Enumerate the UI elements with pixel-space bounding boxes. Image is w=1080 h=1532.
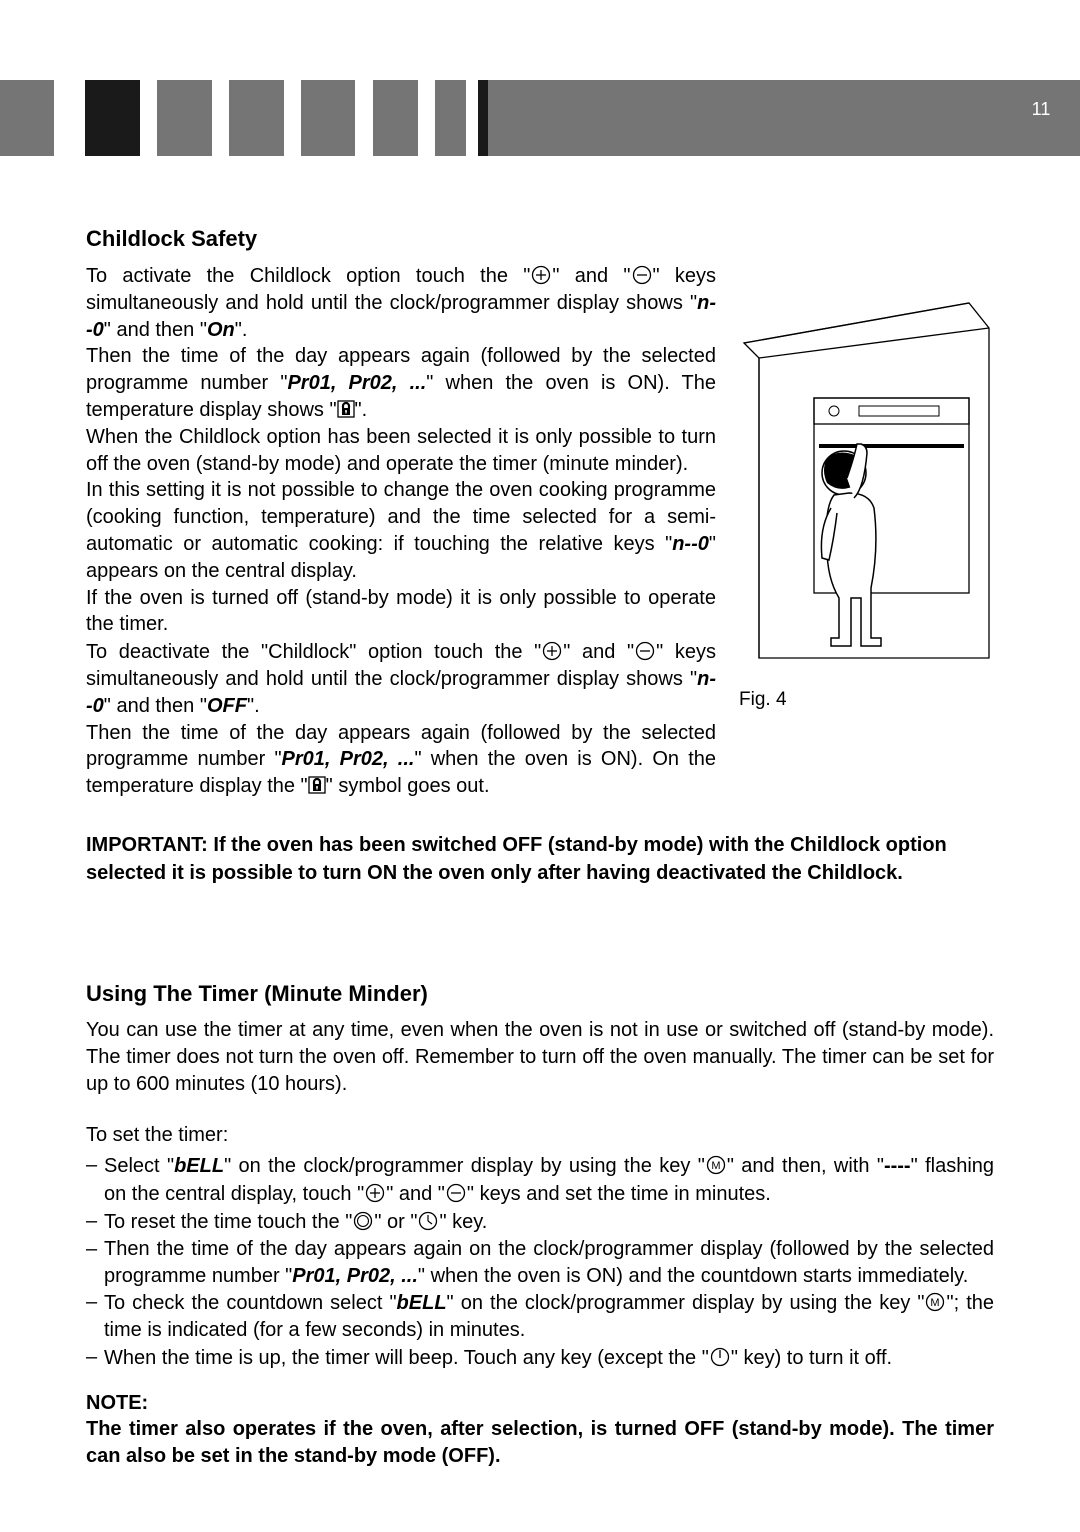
list-item: – When the time is up, the timer will be… — [86, 1344, 994, 1372]
text: To reset the time touch the " — [104, 1211, 352, 1233]
text: To activate the Childlock option touch t… — [86, 265, 530, 287]
svg-text:M: M — [931, 1297, 940, 1309]
list-item: – Select "bELL" on the clock/programmer … — [86, 1152, 994, 1208]
code-bell: bELL — [174, 1155, 224, 1177]
page-content: Childlock Safety To activate the Childlo… — [86, 226, 994, 1470]
to-set-label: To set the timer: — [86, 1122, 994, 1149]
note-label: NOTE: — [86, 1392, 148, 1414]
note-text: The timer also operates if the oven, aft… — [86, 1416, 994, 1470]
text: When the Childlock option has been selec… — [86, 424, 716, 478]
svg-text:M: M — [711, 1160, 720, 1172]
text: ". — [235, 319, 248, 341]
text: Select " — [104, 1155, 174, 1177]
code-n0: n--0 — [672, 533, 709, 555]
text: To deactivate the "Childlock" option tou… — [86, 641, 541, 663]
code-bell: bELL — [397, 1292, 447, 1314]
timer-intro: You can use the timer at any time, even … — [86, 1017, 994, 1097]
text: " and then " — [104, 319, 207, 341]
page-number: 11 — [1032, 99, 1051, 120]
text: " on the clock/programmer display by usi… — [224, 1155, 705, 1177]
childlock-text-column: To activate the Childlock option touch t… — [86, 262, 716, 800]
text: " and then, with " — [727, 1155, 884, 1177]
text: When the time is up, the timer will beep… — [104, 1347, 709, 1369]
page-number-tab: 11 — [1002, 80, 1080, 138]
minus-icon — [635, 641, 655, 661]
text: " key) to turn it off. — [731, 1347, 892, 1369]
clock-hand-icon — [418, 1211, 438, 1231]
text: " and " — [386, 1183, 445, 1205]
text: " symbol goes out. — [326, 775, 490, 797]
figure-label: Fig. 4 — [739, 689, 994, 711]
mode-icon: M — [925, 1292, 945, 1312]
list-item: – Then the time of the day appears again… — [86, 1236, 994, 1290]
list-item: – To check the countdown select "bELL" o… — [86, 1289, 994, 1344]
code-off: OFF — [207, 695, 247, 717]
plus-icon — [542, 641, 562, 661]
text: " and " — [552, 265, 630, 287]
power-icon — [710, 1347, 730, 1367]
plus-icon — [531, 265, 551, 285]
list-item: – To reset the time touch the "" or "" k… — [86, 1208, 994, 1236]
text: ". — [355, 399, 368, 421]
text: ". — [247, 695, 260, 717]
text: " when the oven is ON) and the countdown… — [418, 1265, 968, 1287]
mode-icon: M — [706, 1155, 726, 1175]
childlock-title: Childlock Safety — [86, 226, 994, 252]
important-note: IMPORTANT: If the oven has been switched… — [86, 832, 994, 887]
minus-icon — [446, 1183, 466, 1203]
text: If the oven is turned off (stand-by mode… — [86, 585, 716, 639]
text: In this setting it is not possible to ch… — [86, 479, 716, 555]
clock-icon — [353, 1211, 373, 1231]
text: " and then " — [104, 695, 207, 717]
timer-title: Using The Timer (Minute Minder) — [86, 981, 994, 1007]
timer-bullet-list: – Select "bELL" on the clock/programmer … — [86, 1152, 994, 1371]
lock-icon — [308, 776, 326, 794]
plus-icon — [365, 1183, 385, 1203]
figure-4: Fig. 4 — [739, 298, 994, 711]
code-prog: Pr01, Pr02, ... — [292, 1265, 418, 1287]
code-prog: Pr01, Pr02, ... — [287, 372, 426, 394]
text: " key. — [439, 1211, 487, 1233]
code-on: On — [207, 319, 235, 341]
text: " on the clock/programmer display by usi… — [447, 1292, 925, 1314]
code-prog: Pr01, Pr02, ... — [282, 748, 415, 770]
text: " keys and set the time in minutes. — [467, 1183, 771, 1205]
text: " and " — [563, 641, 634, 663]
minus-icon — [632, 265, 652, 285]
header-strip — [0, 80, 1080, 156]
text: To check the countdown select " — [104, 1292, 397, 1314]
lock-icon — [337, 400, 355, 418]
text: " or " — [374, 1211, 417, 1233]
code-dashes: ---- — [884, 1155, 911, 1177]
